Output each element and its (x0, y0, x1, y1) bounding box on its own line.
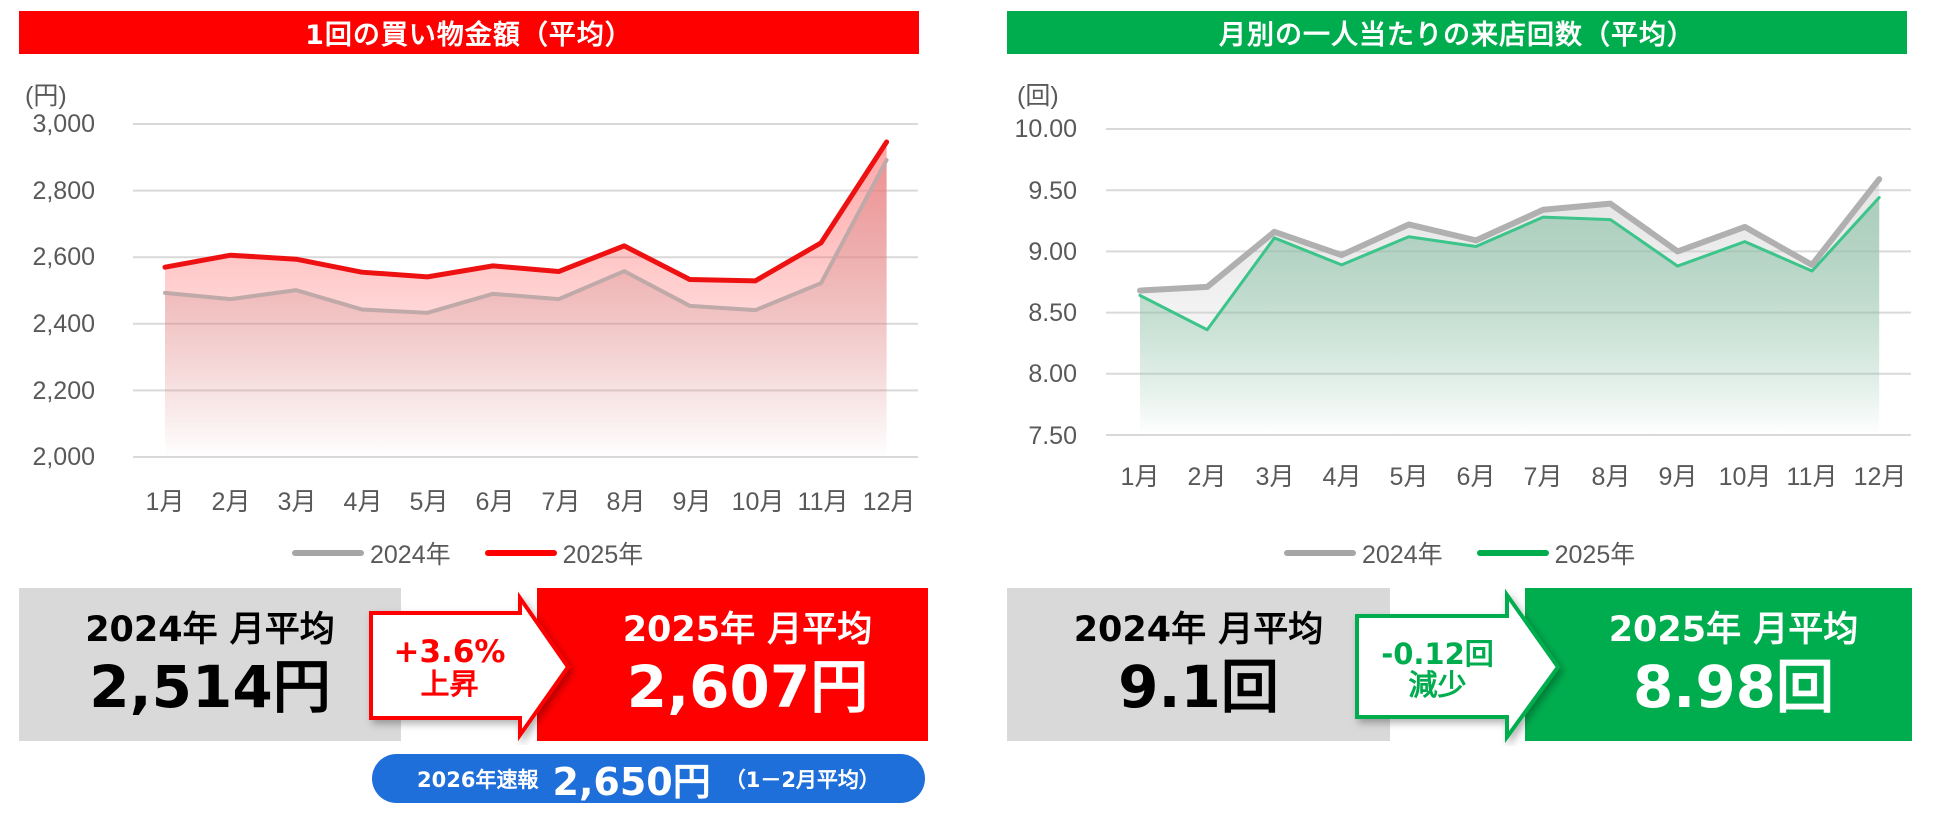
visits-2024-label: 2024年 月平均 (1073, 609, 1324, 650)
x-tick: 7月 (1523, 463, 1563, 491)
y-tick: 2,000 (32, 443, 95, 471)
y-tick: 9.50 (1028, 177, 1077, 205)
avg-2024-label: 2024年 月平均 (85, 609, 335, 650)
x-tick: 6月 (475, 488, 515, 516)
y-tick: 3,000 (32, 110, 95, 138)
avg-2025-label: 2025年 月平均 (622, 609, 873, 650)
legend-swatch-gray (292, 550, 364, 556)
x-tick: 8月 (1591, 463, 1631, 491)
x-tick: 2月 (1187, 463, 1227, 491)
x-tick: 3月 (1255, 463, 1295, 491)
right-legend: 2024年 2025年 (1284, 535, 1669, 571)
x-tick: 6月 (1456, 463, 1496, 491)
y-axis-unit-times: (回) (1017, 82, 1059, 110)
increase-label: +3.6% 上昇 (372, 618, 527, 718)
series-line-2025年 (1138, 196, 1881, 332)
y-tick: 10.00 (1014, 115, 1077, 143)
x-tick: 1月 (145, 488, 185, 516)
legend-item-2025: 2025年 (1476, 535, 1636, 571)
x-tick: 8月 (606, 488, 646, 516)
avg-2024-box: 2024年 月平均 2,514円 (19, 588, 401, 741)
y-tick: 7.50 (1028, 422, 1077, 450)
visits-2025-box: 2025年 月平均 8.98回 (1525, 588, 1912, 741)
x-tick: 9月 (672, 488, 712, 516)
increase-percent: +3.6% (393, 634, 506, 670)
visits-2024-box: 2024年 月平均 9.1回 (1007, 588, 1390, 741)
series-line-2024年 (163, 157, 889, 315)
series-line-2025年 (162, 139, 890, 284)
x-tick: 4月 (1322, 463, 1362, 491)
legend-swatch-green (1476, 550, 1549, 556)
visit-frequency-title: 月別の一人当たりの来店回数（平均） (1007, 11, 1907, 54)
y-tick: 8.00 (1028, 360, 1077, 388)
x-tick: 4月 (343, 488, 383, 516)
decrease-amount: -0.12回 (1381, 636, 1494, 671)
legend-item-2024: 2024年 (1284, 535, 1443, 571)
y-tick: 2,200 (32, 377, 95, 405)
legend-swatch-red (484, 550, 557, 556)
x-tick: 3月 (277, 488, 317, 516)
flash-report-note: （1－2月平均） (724, 767, 880, 792)
flash-report-label: 2026年速報 (417, 767, 539, 792)
decrease-label: -0.12回 減少 (1360, 620, 1515, 718)
legend-label: 2025年 (1554, 541, 1636, 569)
x-tick: 2月 (211, 488, 251, 516)
legend-item-2024: 2024年 (292, 535, 451, 571)
visits-2024-value: 9.1回 (1118, 652, 1279, 721)
x-tick: 11月 (1786, 463, 1838, 491)
x-tick: 10月 (1718, 463, 1772, 491)
x-tick: 5月 (409, 488, 449, 516)
legend-label: 2025年 (562, 541, 644, 569)
x-tick: 5月 (1389, 463, 1429, 491)
x-tick: 12月 (862, 488, 916, 516)
x-tick: 7月 (541, 488, 581, 516)
y-tick: 9.00 (1028, 238, 1077, 266)
legend-item-2025: 2025年 (484, 535, 644, 571)
y-axis-unit-yen: (円) (25, 82, 67, 110)
x-tick: 1月 (1120, 463, 1160, 491)
shopping-amount-title: 1回の買い物金額（平均） (19, 11, 919, 54)
y-tick: 2,400 (32, 310, 95, 338)
decrease-word: 減少 (1408, 667, 1467, 702)
x-tick: 12月 (1853, 463, 1907, 491)
flash-report-badge: 2026年速報 2,650円 （1－2月平均） (372, 754, 925, 804)
legend-swatch-gray (1284, 550, 1356, 556)
x-tick: 11月 (797, 488, 849, 516)
y-tick: 8.50 (1028, 299, 1077, 327)
avg-2025-value: 2,607円 (626, 652, 869, 721)
visits-2025-value: 8.98回 (1632, 652, 1835, 721)
avg-2024-value: 2,514円 (89, 652, 331, 721)
increase-arrow-icon (369, 591, 571, 742)
decrease-arrow-icon (1355, 588, 1561, 744)
y-tick: 2,600 (32, 243, 95, 271)
y-tick: 2,800 (32, 177, 95, 205)
x-tick: 10月 (731, 488, 785, 516)
series-line-2024年 (1137, 176, 1883, 294)
avg-2025-box: 2025年 月平均 2,607円 (537, 588, 928, 741)
increase-word: 上昇 (420, 667, 479, 701)
legend-label: 2024年 (370, 541, 451, 569)
flash-report-value: 2,650円 (552, 760, 711, 804)
x-tick: 9月 (1658, 463, 1698, 491)
left-legend: 2024年 2025年 (292, 535, 677, 571)
legend-label: 2024年 (1362, 541, 1443, 569)
visits-2025-label: 2025年 月平均 (1608, 609, 1859, 650)
